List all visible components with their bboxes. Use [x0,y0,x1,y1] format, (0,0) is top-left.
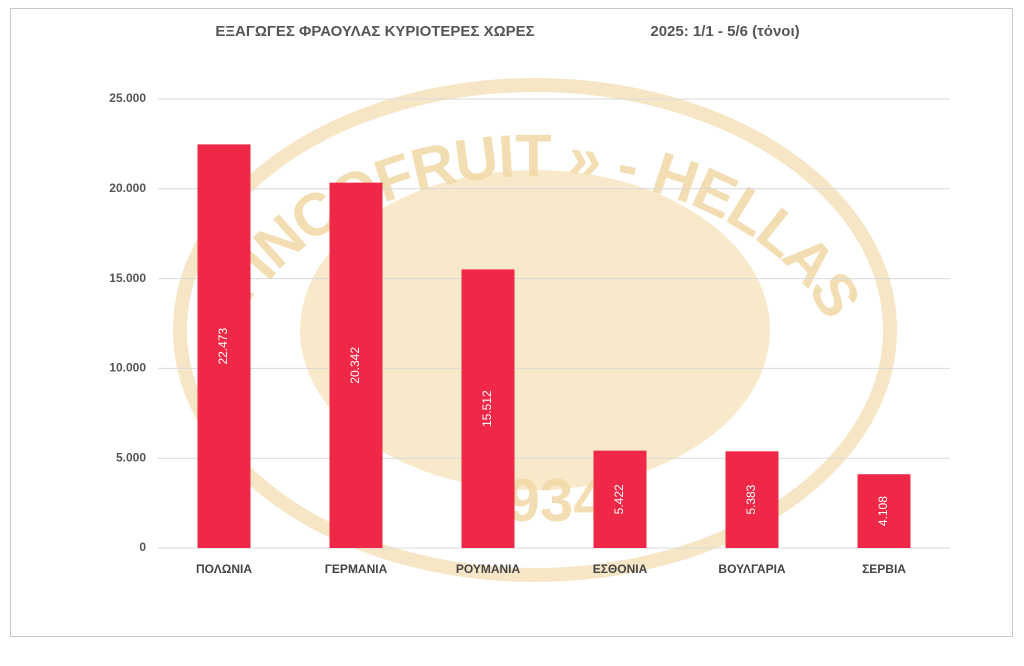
bar [593,450,647,548]
x-tick-label: ΕΣΘΟΝΙΑ [593,562,648,576]
y-tick-label: 10.000 [109,361,146,375]
bar [857,474,911,548]
chart-title: ΕΞΑΓΩΓΕΣ ΦΡΑΟΥΛΑΣ ΚΥΡΙΟΤΕΡΕΣ ΧΩΡΕΣ [215,23,534,40]
y-tick-label: 5.000 [116,450,146,464]
y-tick-label: 25.000 [109,91,146,105]
value-label: 20.342 [348,347,362,384]
value-label: 22.473 [216,328,230,365]
y-tick-label: 0 [139,540,146,554]
x-tick-label: ΓΕΡΜΑΝΙΑ [325,562,388,576]
value-label: 4.108 [876,496,890,526]
x-tick-label: ΡΟΥΜΑΝΙΑ [456,562,521,576]
chart-subtitle: 2025: 1/1 - 5/6 (τόνοι) [650,23,799,40]
x-tick-label: ΠΟΛΩΝΙΑ [196,562,252,576]
bar [329,182,383,548]
x-tick-label: ΒΟΥΛΓΑΡΙΑ [718,562,785,576]
value-label: 5.383 [744,484,758,514]
watermark-ring [173,78,897,582]
watermark-disc [300,170,770,490]
bar [725,451,779,548]
y-tick-label: 20.000 [109,181,146,195]
bar [461,269,515,548]
value-label: 5.422 [612,484,626,514]
value-label: 15.512 [480,390,494,427]
bar [197,144,251,548]
x-tick-label: ΣΕΡΒΙΑ [862,562,906,576]
y-tick-label: 15.000 [109,271,146,285]
